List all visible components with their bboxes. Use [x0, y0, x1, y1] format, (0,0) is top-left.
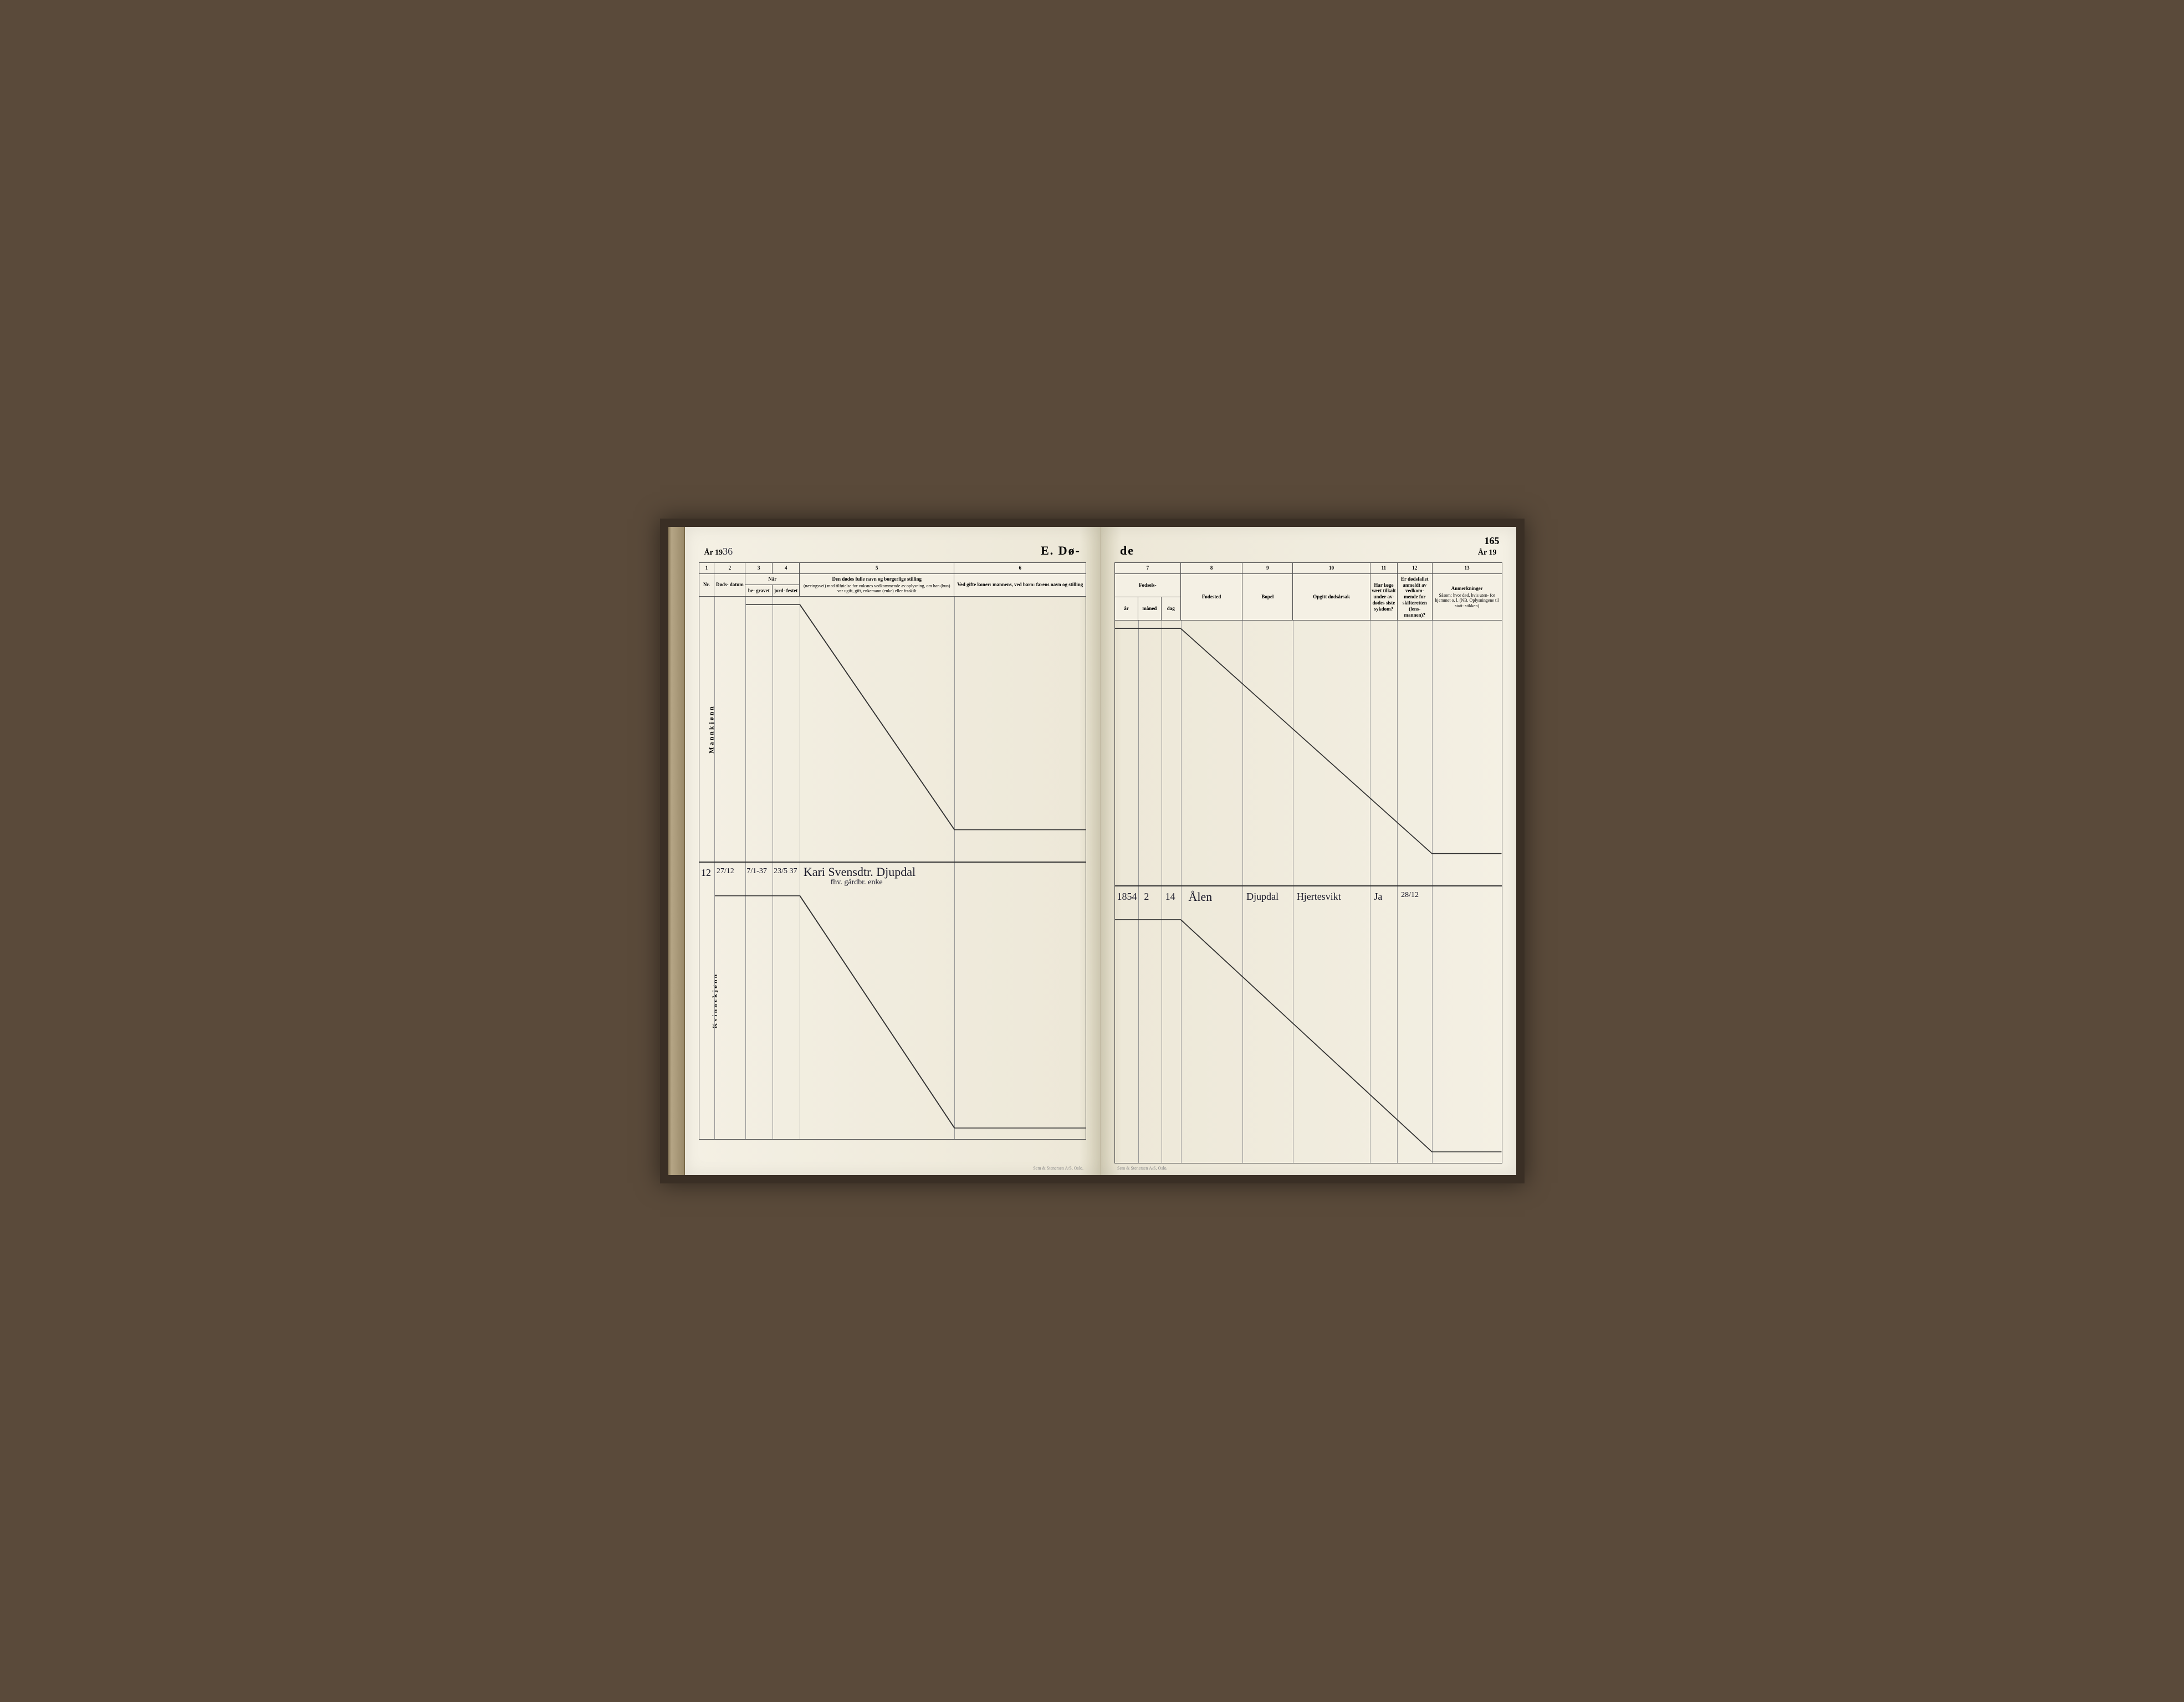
colnum: 1: [699, 563, 714, 574]
diagonal-strike-male-left: [699, 597, 1086, 862]
colnum: 5: [800, 563, 954, 574]
entry-nr: 12: [701, 867, 711, 879]
diagonal-strike-male-right: [1115, 621, 1502, 885]
col-anmerk: Anmerkninger Såsom: hvor død, hvis uten-…: [1432, 573, 1502, 621]
col-anmeldt: Er dødsfallet anmeldt av vedkom- mende f…: [1397, 573, 1432, 621]
year-label-right: År 19: [1478, 548, 1497, 557]
right-page: 165 de År 19 7 8 9 10 11 12 13 Fødsels- …: [1101, 527, 1516, 1175]
col-nr: Nr.: [699, 573, 714, 596]
col-naar: Når: [745, 573, 800, 585]
entry-name-sub: fhv. gårdbr. enke: [831, 878, 883, 887]
left-header-table: 1 2 3 4 5 6 Nr. Døds- datum Når Den døde…: [699, 562, 1087, 597]
col-laege: Har læge vært tilkalt under av- dødes si…: [1370, 573, 1397, 621]
col-spouse: Ved gifte koner: mannens, ved barn: fare…: [954, 573, 1086, 596]
col-begravet: be- gravet: [745, 585, 773, 597]
col-fodested: Fødested: [1180, 573, 1242, 621]
colnum: 3: [745, 563, 773, 574]
colnum: 12: [1397, 563, 1432, 574]
book-spine-pages: [668, 527, 685, 1175]
male-section-left: Mannkjønn: [699, 597, 1087, 863]
col-fullname: Den dødes fulle navn og borgerlige still…: [800, 573, 954, 596]
entry-anmeldt: 28/12: [1401, 891, 1419, 900]
entry-fod-maaned: 2: [1144, 891, 1149, 903]
header-row: Nr. Døds- datum Når Den dødes fulle navn…: [699, 573, 1086, 585]
col-jordfestet: jord- festet: [773, 585, 800, 597]
ledger-book: År 1936 E. Dø- 1 2 3 4 5 6 Nr. Døds- dat…: [660, 519, 1525, 1183]
header-row: Fødsels- Fødested Bopel Opgitt dødsårsak…: [1115, 573, 1502, 597]
entry-name: Kari Svensdtr. Djupdal: [804, 865, 915, 879]
year-label-left: År 1936: [704, 546, 733, 557]
colnum: 13: [1432, 563, 1502, 574]
page-number: 165: [1485, 535, 1500, 547]
section-title-left: E. Dø-: [1041, 544, 1081, 558]
entry-dodsaarsak: Hjertesvikt: [1297, 891, 1341, 903]
printer-footer-left: Sem & Stenersen A/S, Oslo.: [1033, 1166, 1083, 1171]
colnum: 8: [1180, 563, 1242, 574]
col-bopel: Bopel: [1242, 573, 1293, 621]
printer-footer-right: Sem & Stenersen A/S, Oslo.: [1117, 1166, 1168, 1171]
entry-dodsdatum: 27/12: [717, 867, 734, 876]
entry-begravet: 7/1-37: [746, 867, 767, 876]
entry-fodested: Ålen: [1189, 890, 1213, 904]
column-number-row: 7 8 9 10 11 12 13: [1115, 563, 1502, 574]
column-number-row: 1 2 3 4 5 6: [699, 563, 1086, 574]
colnum: 10: [1293, 563, 1370, 574]
male-section-right: [1114, 621, 1502, 886]
right-header-table: 7 8 9 10 11 12 13 Fødsels- Fødested Bope…: [1114, 562, 1502, 621]
col-dodsaarsak: Opgitt dødsårsak: [1293, 573, 1370, 621]
colnum: 7: [1115, 563, 1181, 574]
diagonal-strike-female-right: [1115, 886, 1502, 1163]
col-dodsdatum: Døds- datum: [714, 573, 745, 596]
colnum: 6: [954, 563, 1086, 574]
colnum: 11: [1370, 563, 1397, 574]
entry-fod-aar: 1854: [1117, 891, 1137, 903]
header-row-left: År 1936 E. Dø-: [699, 544, 1087, 558]
entry-fod-dag: 14: [1165, 891, 1175, 903]
colnum: 9: [1242, 563, 1293, 574]
header-row-right: de År 19: [1114, 544, 1502, 558]
col-dag: dag: [1161, 597, 1180, 621]
female-section-right: 1854 2 14 Ålen Djupdal Hjertesvikt Ja 28…: [1114, 886, 1502, 1163]
colnum: 4: [773, 563, 800, 574]
diagonal-strike-female-left: [699, 863, 1086, 1139]
col-fodsels: Fødsels-: [1115, 573, 1181, 597]
female-section-left: Kvinnekjønn 12 27/12 7/1-37 23/5 37 Kari…: [699, 863, 1087, 1140]
section-title-right: de: [1120, 544, 1134, 558]
col-aar: år: [1115, 597, 1138, 621]
colnum: 2: [714, 563, 745, 574]
col-maaned: måned: [1138, 597, 1161, 621]
entry-bopel: Djupdal: [1246, 891, 1278, 903]
entry-jordfestet: 23/5 37: [774, 867, 797, 876]
left-page: År 1936 E. Dø- 1 2 3 4 5 6 Nr. Døds- dat…: [685, 527, 1101, 1175]
entry-laege: Ja: [1374, 891, 1382, 903]
